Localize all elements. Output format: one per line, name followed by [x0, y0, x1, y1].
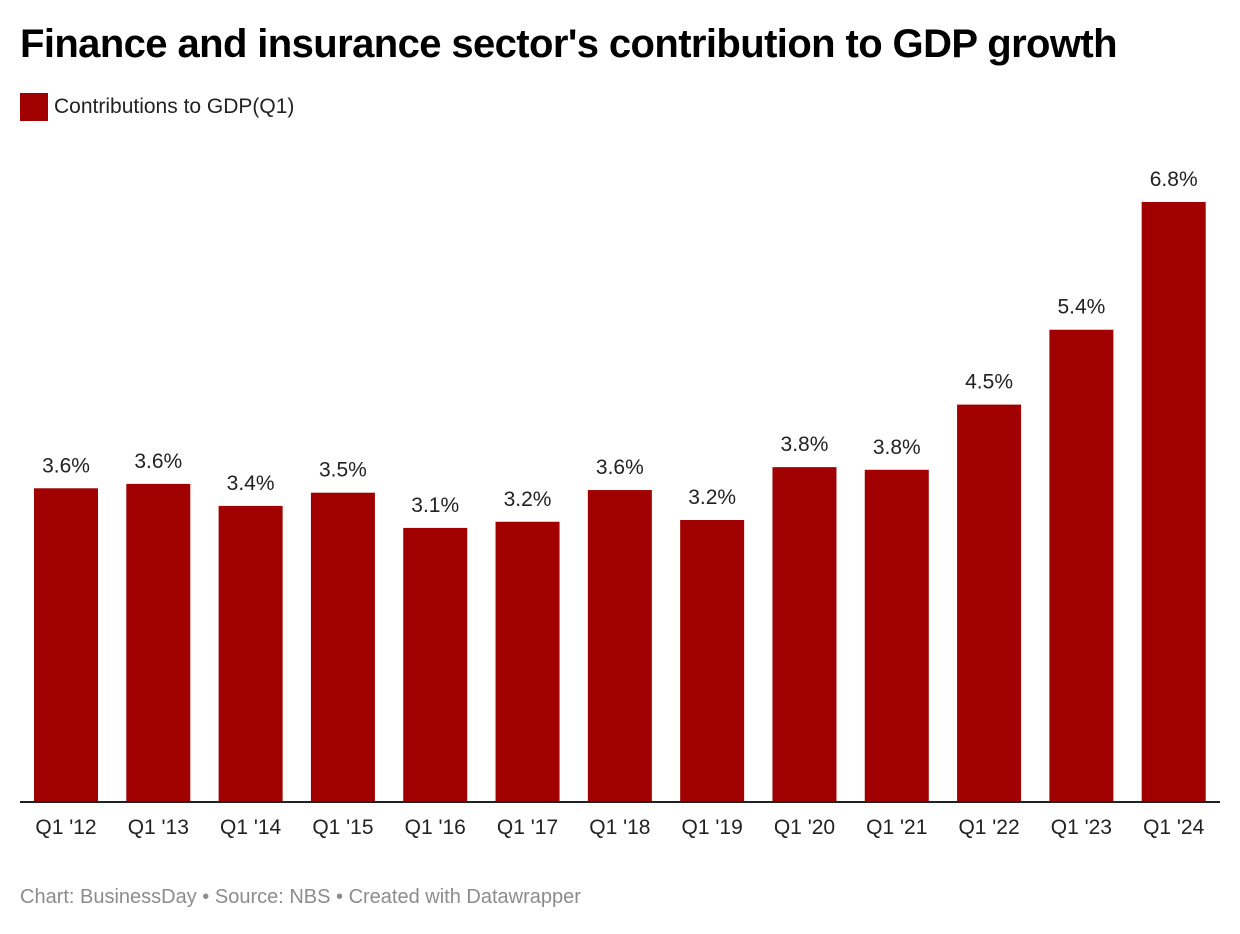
bar — [957, 404, 1022, 801]
x-tick-label: Q1 '16 — [405, 816, 466, 839]
bar — [587, 490, 652, 801]
x-tick-label: Q1 '23 — [1051, 816, 1112, 839]
data-label: 3.4% — [227, 472, 275, 495]
data-label: 3.6% — [134, 450, 182, 473]
chart-title: Finance and insurance sector's contribut… — [20, 22, 1118, 66]
data-label: 6.8% — [1150, 168, 1198, 191]
legend-label: Contributions to GDP(Q1) — [54, 95, 295, 118]
x-tick-label: Q1 '21 — [866, 816, 927, 839]
x-tick-label: Q1 '15 — [312, 816, 373, 839]
x-tick-label: Q1 '19 — [682, 816, 743, 839]
bar — [126, 483, 191, 801]
data-label: 3.2% — [688, 486, 736, 509]
chart-footer: Chart: BusinessDay • Source: NBS • Creat… — [20, 886, 581, 908]
data-label: 3.1% — [411, 494, 459, 517]
bar-chart: 3.6% Q1 '12 3.6% Q1 '13 3.4% Q1 '14 3.5% Q1 '15… — [20, 168, 1220, 839]
x-tick-label: Q1 '12 — [35, 816, 96, 839]
bar — [403, 527, 468, 801]
legend: Contributions to GDP(Q1) — [20, 93, 294, 121]
x-tick-label: Q1 '14 — [220, 816, 282, 839]
x-tick-label: Q1 '24 — [1143, 816, 1205, 839]
legend-swatch — [20, 93, 48, 121]
x-tick-label: Q1 '18 — [589, 816, 650, 839]
x-tick-label: Q1 '22 — [958, 816, 1019, 839]
data-label: 3.6% — [596, 456, 644, 479]
data-label: 3.2% — [504, 488, 552, 511]
data-label: 3.6% — [42, 454, 90, 477]
x-tick-label: Q1 '20 — [774, 816, 835, 839]
bar — [680, 519, 745, 801]
data-label: 4.5% — [965, 371, 1013, 394]
data-label: 3.8% — [873, 436, 921, 459]
bar — [772, 467, 837, 801]
data-label: 3.8% — [781, 433, 829, 456]
bar — [34, 488, 98, 801]
bar — [310, 492, 375, 801]
bar — [864, 469, 929, 801]
data-label: 5.4% — [1057, 296, 1105, 319]
bar — [1049, 329, 1114, 801]
x-tick-label: Q1 '13 — [128, 816, 189, 839]
bar — [495, 521, 560, 801]
bar — [1141, 202, 1206, 801]
x-tick-label: Q1 '17 — [497, 816, 558, 839]
bar — [218, 505, 283, 801]
data-label: 3.5% — [319, 459, 367, 482]
